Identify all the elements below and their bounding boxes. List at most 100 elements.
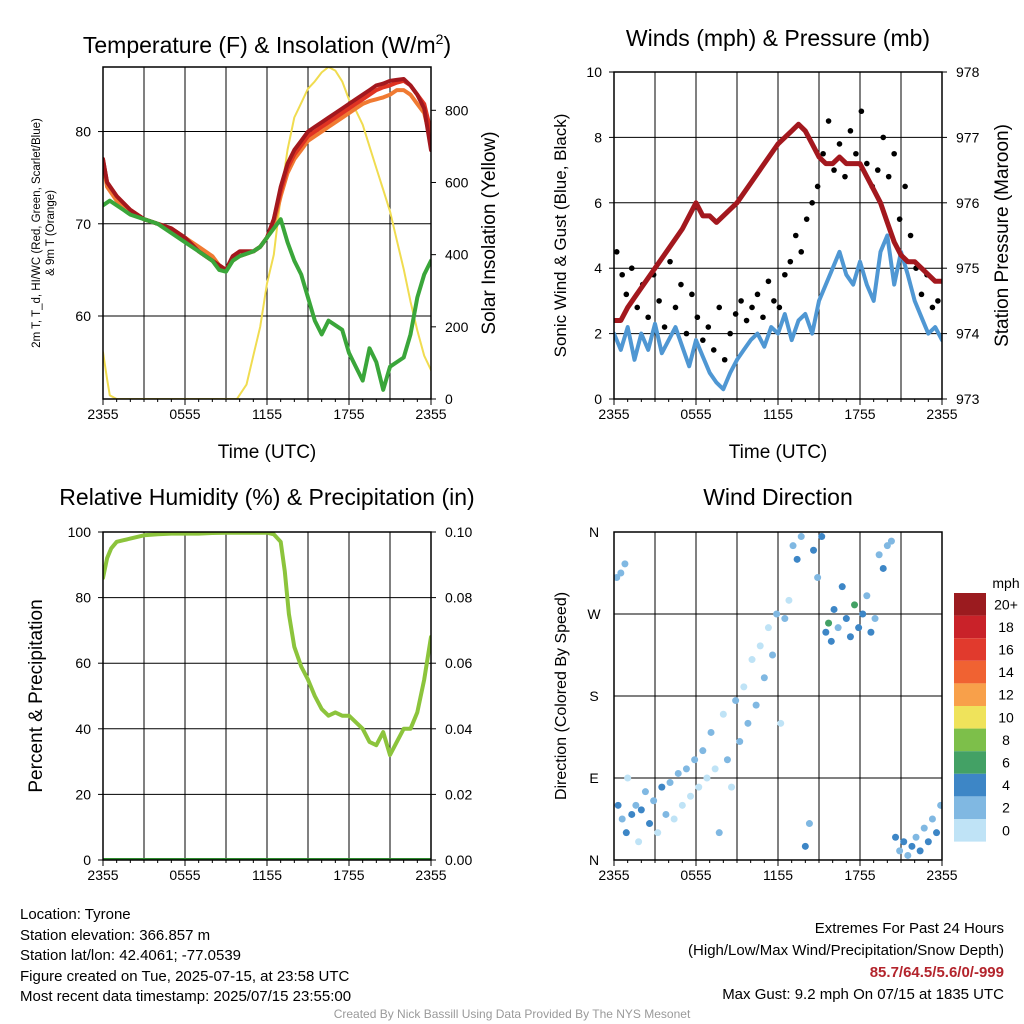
direction-point bbox=[805, 820, 813, 828]
direction-point bbox=[740, 683, 748, 691]
direction-point bbox=[916, 847, 924, 855]
direction-point bbox=[928, 815, 936, 823]
legend-swatch bbox=[954, 683, 986, 706]
plot-area bbox=[614, 533, 942, 859]
gust-point bbox=[760, 314, 766, 321]
x-tick-label: 1155 bbox=[252, 406, 282, 422]
direction-point bbox=[937, 801, 942, 809]
x-tick-label: 1755 bbox=[844, 406, 875, 422]
y2-tick-label: 200 bbox=[445, 319, 469, 335]
legend-swatch bbox=[954, 593, 986, 616]
x-tick-label: 2355 bbox=[415, 867, 446, 883]
y2-tick-label: 600 bbox=[445, 174, 469, 190]
gust-point bbox=[738, 298, 744, 304]
gust-point bbox=[858, 108, 865, 115]
x-tick-label: 1155 bbox=[763, 867, 793, 883]
gust-point bbox=[825, 118, 832, 124]
created-text: Figure created on Tue, 2025-07-15, at 23… bbox=[20, 967, 350, 985]
plot-area bbox=[103, 67, 431, 399]
y2-tick-label: 973 bbox=[956, 391, 980, 407]
gust-point bbox=[656, 298, 662, 304]
gust-point bbox=[864, 160, 870, 167]
direction-point bbox=[887, 537, 895, 545]
direction-point bbox=[744, 719, 752, 727]
direction-point bbox=[719, 710, 727, 718]
x-tick-label: 1155 bbox=[252, 867, 282, 883]
x-tick-label: 0555 bbox=[169, 406, 200, 422]
panel-title: Winds (mph) & Pressure (mb) bbox=[626, 25, 930, 51]
direction-point bbox=[777, 719, 785, 727]
y-tick-label: 80 bbox=[75, 590, 91, 606]
gust-point bbox=[782, 271, 788, 278]
y2-tick-label: 0.08 bbox=[445, 590, 472, 606]
direction-point bbox=[691, 756, 699, 764]
direction-point bbox=[793, 555, 801, 563]
y-tick-label: S bbox=[589, 688, 598, 704]
y-tick-label: N bbox=[589, 524, 599, 540]
direction-point bbox=[635, 838, 643, 846]
direction-point bbox=[825, 619, 833, 627]
panel-title: Relative Humidity (%) & Precipitation (i… bbox=[59, 484, 474, 510]
y2-tick-label: 974 bbox=[956, 326, 980, 342]
direction-point bbox=[924, 838, 932, 846]
direction-point bbox=[621, 560, 629, 568]
x-tick-label: 0555 bbox=[680, 867, 711, 883]
y-axis-label-line1: 2m T, T_d, HI/WC (Red, Green, Scarlet/Bl… bbox=[31, 118, 43, 348]
y-tick-label: 10 bbox=[586, 64, 602, 80]
x-tick-label: 2355 bbox=[598, 406, 629, 422]
y-tick-label: 2 bbox=[594, 326, 602, 342]
y-tick-label: N bbox=[589, 852, 599, 868]
series-line bbox=[103, 67, 431, 399]
legend-label: 10 bbox=[998, 709, 1014, 725]
direction-point bbox=[773, 610, 781, 618]
gust-point bbox=[732, 311, 739, 317]
gust-point bbox=[743, 317, 750, 324]
direction-point bbox=[641, 788, 649, 796]
x-tick-label: 0555 bbox=[680, 406, 711, 422]
gust-point bbox=[918, 291, 925, 298]
gust-point bbox=[831, 167, 837, 173]
direction-point bbox=[789, 542, 797, 550]
gust-point bbox=[787, 258, 794, 265]
direction-point bbox=[892, 833, 900, 841]
direction-point bbox=[723, 756, 731, 764]
gust-point bbox=[623, 291, 630, 298]
grid-lines bbox=[614, 532, 942, 860]
direction-point bbox=[699, 747, 707, 755]
y2-tick-label: 975 bbox=[956, 260, 980, 276]
gust-point bbox=[842, 173, 848, 180]
y-tick-label: 4 bbox=[594, 260, 602, 276]
legend-label: 0 bbox=[1002, 822, 1010, 838]
gust-point bbox=[710, 347, 717, 353]
gust-point bbox=[853, 150, 859, 157]
direction-point bbox=[682, 765, 690, 773]
x-tick-label: 2355 bbox=[598, 867, 629, 883]
gust-point bbox=[749, 304, 755, 311]
series-line bbox=[103, 198, 431, 392]
gust-point bbox=[694, 314, 701, 321]
direction-point bbox=[646, 820, 654, 828]
gust-point bbox=[765, 278, 772, 285]
direction-point bbox=[846, 633, 854, 641]
latlon-text: Station lat/lon: 42.4061; -77.0539 bbox=[20, 947, 242, 964]
legend-swatch bbox=[954, 773, 986, 797]
gust-point bbox=[885, 173, 892, 180]
gust-point bbox=[880, 134, 887, 141]
direction-point bbox=[678, 801, 686, 809]
direction-point bbox=[618, 815, 626, 823]
y-tick-label: 60 bbox=[75, 655, 91, 671]
gust-point bbox=[705, 324, 712, 330]
y-axis-label: Percent & Precipitation bbox=[26, 599, 47, 792]
plot-area bbox=[614, 108, 942, 392]
direction-point bbox=[896, 847, 904, 855]
direction-point bbox=[732, 697, 740, 705]
direction-point bbox=[703, 774, 711, 782]
direction-point bbox=[818, 533, 826, 541]
y2-tick-label: 976 bbox=[956, 195, 980, 211]
extremes-subtitle: (High/Low/Max Wind/Precipitation/Snow De… bbox=[688, 942, 1004, 959]
title-part: ) bbox=[443, 32, 451, 58]
direction-point bbox=[670, 815, 678, 823]
gust-point bbox=[847, 128, 854, 134]
direction-point bbox=[662, 810, 670, 818]
